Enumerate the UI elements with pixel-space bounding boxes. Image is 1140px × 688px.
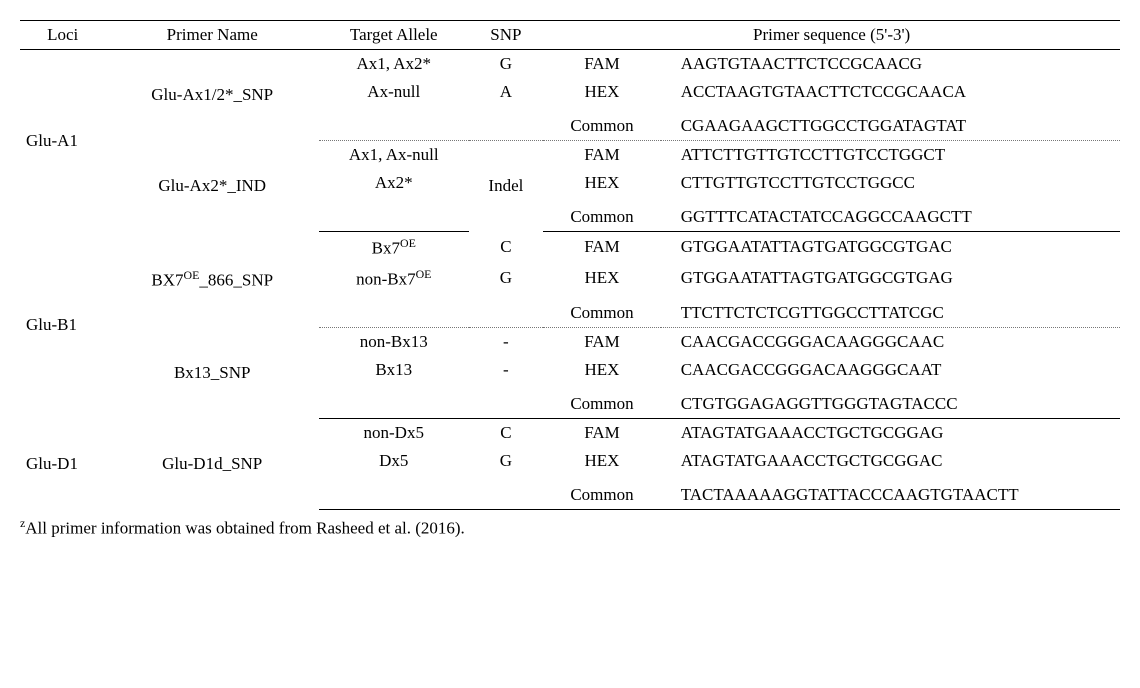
dye-cell: Common <box>543 112 660 141</box>
footnote: zAll primer information was obtained fro… <box>20 516 1120 539</box>
snp-cell: C <box>469 419 544 448</box>
target-allele-cell: Ax1, Ax-null <box>319 141 469 170</box>
sequence-cell: ATAGTATGAAACCTGCTGCGGAG <box>661 419 1120 448</box>
header-snp: SNP <box>469 21 544 50</box>
dye-cell: FAM <box>543 419 660 448</box>
snp-cell: G <box>469 50 544 79</box>
table-row: Bx13_SNPnon-Bx13-FAMCAACGACCGGGACAAGGGCA… <box>20 328 1120 357</box>
snp-cell: C <box>469 232 544 263</box>
target-allele-cell: Bx7OE <box>319 232 469 263</box>
table-row: Glu-A1Glu-Ax1/2*_SNPAx1, Ax2*GFAMAAGTGTA… <box>20 50 1120 79</box>
sequence-cell: GTGGAATATTAGTGATGGCGTGAG <box>661 263 1120 294</box>
dye-cell: FAM <box>543 232 660 263</box>
snp-cell: - <box>469 328 544 357</box>
header-sequence: Primer sequence (5'-3') <box>543 21 1120 50</box>
header-loci: Loci <box>20 21 105 50</box>
target-allele-cell: Dx5 <box>319 447 469 475</box>
table-row: Glu-B1BX7OE_866_SNPBx7OECFAMGTGGAATATTAG… <box>20 232 1120 263</box>
sequence-cell: ACCTAAGTGTAACTTCTCCGCAACA <box>661 78 1120 106</box>
sequence-cell: CTTGTTGTCCTTGTCCTGGCC <box>661 169 1120 197</box>
dye-cell: HEX <box>543 169 660 197</box>
header-target: Target Allele <box>319 21 469 50</box>
sequence-cell: CAACGACCGGGACAAGGGCAAC <box>661 328 1120 357</box>
sequence-cell: CAACGACCGGGACAAGGGCAAT <box>661 356 1120 384</box>
loci-cell: Glu-B1 <box>20 232 105 419</box>
primer-name-cell: Glu-Ax2*_IND <box>105 141 319 232</box>
target-allele-cell: non-Bx13 <box>319 328 469 357</box>
dye-cell: FAM <box>543 141 660 170</box>
snp-cell <box>469 390 544 419</box>
target-allele-cell: Ax-null <box>319 78 469 106</box>
dye-cell: Common <box>543 203 660 232</box>
primer-table: Loci Primer Name Target Allele SNP Prime… <box>20 20 1120 510</box>
table-body: Glu-A1Glu-Ax1/2*_SNPAx1, Ax2*GFAMAAGTGTA… <box>20 50 1120 510</box>
target-allele-cell <box>319 390 469 419</box>
header-row: Loci Primer Name Target Allele SNP Prime… <box>20 21 1120 50</box>
target-allele-cell: Ax2* <box>319 169 469 197</box>
snp-cell: Indel <box>469 141 544 232</box>
dye-cell: HEX <box>543 78 660 106</box>
snp-cell <box>469 112 544 141</box>
dye-cell: Common <box>543 299 660 328</box>
primer-name-cell: BX7OE_866_SNP <box>105 232 319 328</box>
dye-cell: Common <box>543 390 660 419</box>
dye-cell: FAM <box>543 328 660 357</box>
primer-name-cell: Glu-Ax1/2*_SNP <box>105 50 319 141</box>
target-allele-cell <box>319 299 469 328</box>
target-allele-cell: non-Bx7OE <box>319 263 469 294</box>
target-allele-cell <box>319 203 469 232</box>
dye-cell: HEX <box>543 356 660 384</box>
loci-cell: Glu-A1 <box>20 50 105 232</box>
target-allele-cell: Ax1, Ax2* <box>319 50 469 79</box>
snp-cell: A <box>469 78 544 106</box>
snp-cell: G <box>469 263 544 294</box>
sequence-cell: GTGGAATATTAGTGATGGCGTGAC <box>661 232 1120 263</box>
dye-cell: HEX <box>543 447 660 475</box>
target-allele-cell: Bx13 <box>319 356 469 384</box>
target-allele-cell: non-Dx5 <box>319 419 469 448</box>
snp-cell <box>469 481 544 510</box>
primer-table-container: Loci Primer Name Target Allele SNP Prime… <box>20 20 1120 510</box>
snp-cell: - <box>469 356 544 384</box>
dye-cell: FAM <box>543 50 660 79</box>
sequence-cell: CTGTGGAGAGGTTGGGTAGTACCC <box>661 390 1120 419</box>
sequence-cell: ATTCTTGTTGTCCTTGTCCTGGCT <box>661 141 1120 170</box>
snp-cell: G <box>469 447 544 475</box>
dye-cell: HEX <box>543 263 660 294</box>
primer-name-cell: Bx13_SNP <box>105 328 319 419</box>
sequence-cell: CGAAGAAGCTTGGCCTGGATAGTAT <box>661 112 1120 141</box>
header-primer: Primer Name <box>105 21 319 50</box>
loci-cell: Glu-D1 <box>20 419 105 510</box>
table-row: Glu-D1Glu-D1d_SNPnon-Dx5CFAMATAGTATGAAAC… <box>20 419 1120 448</box>
sequence-cell: ATAGTATGAAACCTGCTGCGGAC <box>661 447 1120 475</box>
sequence-cell: GGTTTCATACTATCCAGGCCAAGCTT <box>661 203 1120 232</box>
table-row: Glu-Ax2*_INDAx1, Ax-nullIndelFAMATTCTTGT… <box>20 141 1120 170</box>
sequence-cell: TACTAAAAAGGTATTACCCAAGTGTAACTT <box>661 481 1120 510</box>
primer-name-cell: Glu-D1d_SNP <box>105 419 319 510</box>
sequence-cell: TTCTTCTCTCGTTGGCCTTATCGC <box>661 299 1120 328</box>
target-allele-cell <box>319 112 469 141</box>
sequence-cell: AAGTGTAACTTCTCCGCAACG <box>661 50 1120 79</box>
snp-cell <box>469 299 544 328</box>
target-allele-cell <box>319 481 469 510</box>
dye-cell: Common <box>543 481 660 510</box>
